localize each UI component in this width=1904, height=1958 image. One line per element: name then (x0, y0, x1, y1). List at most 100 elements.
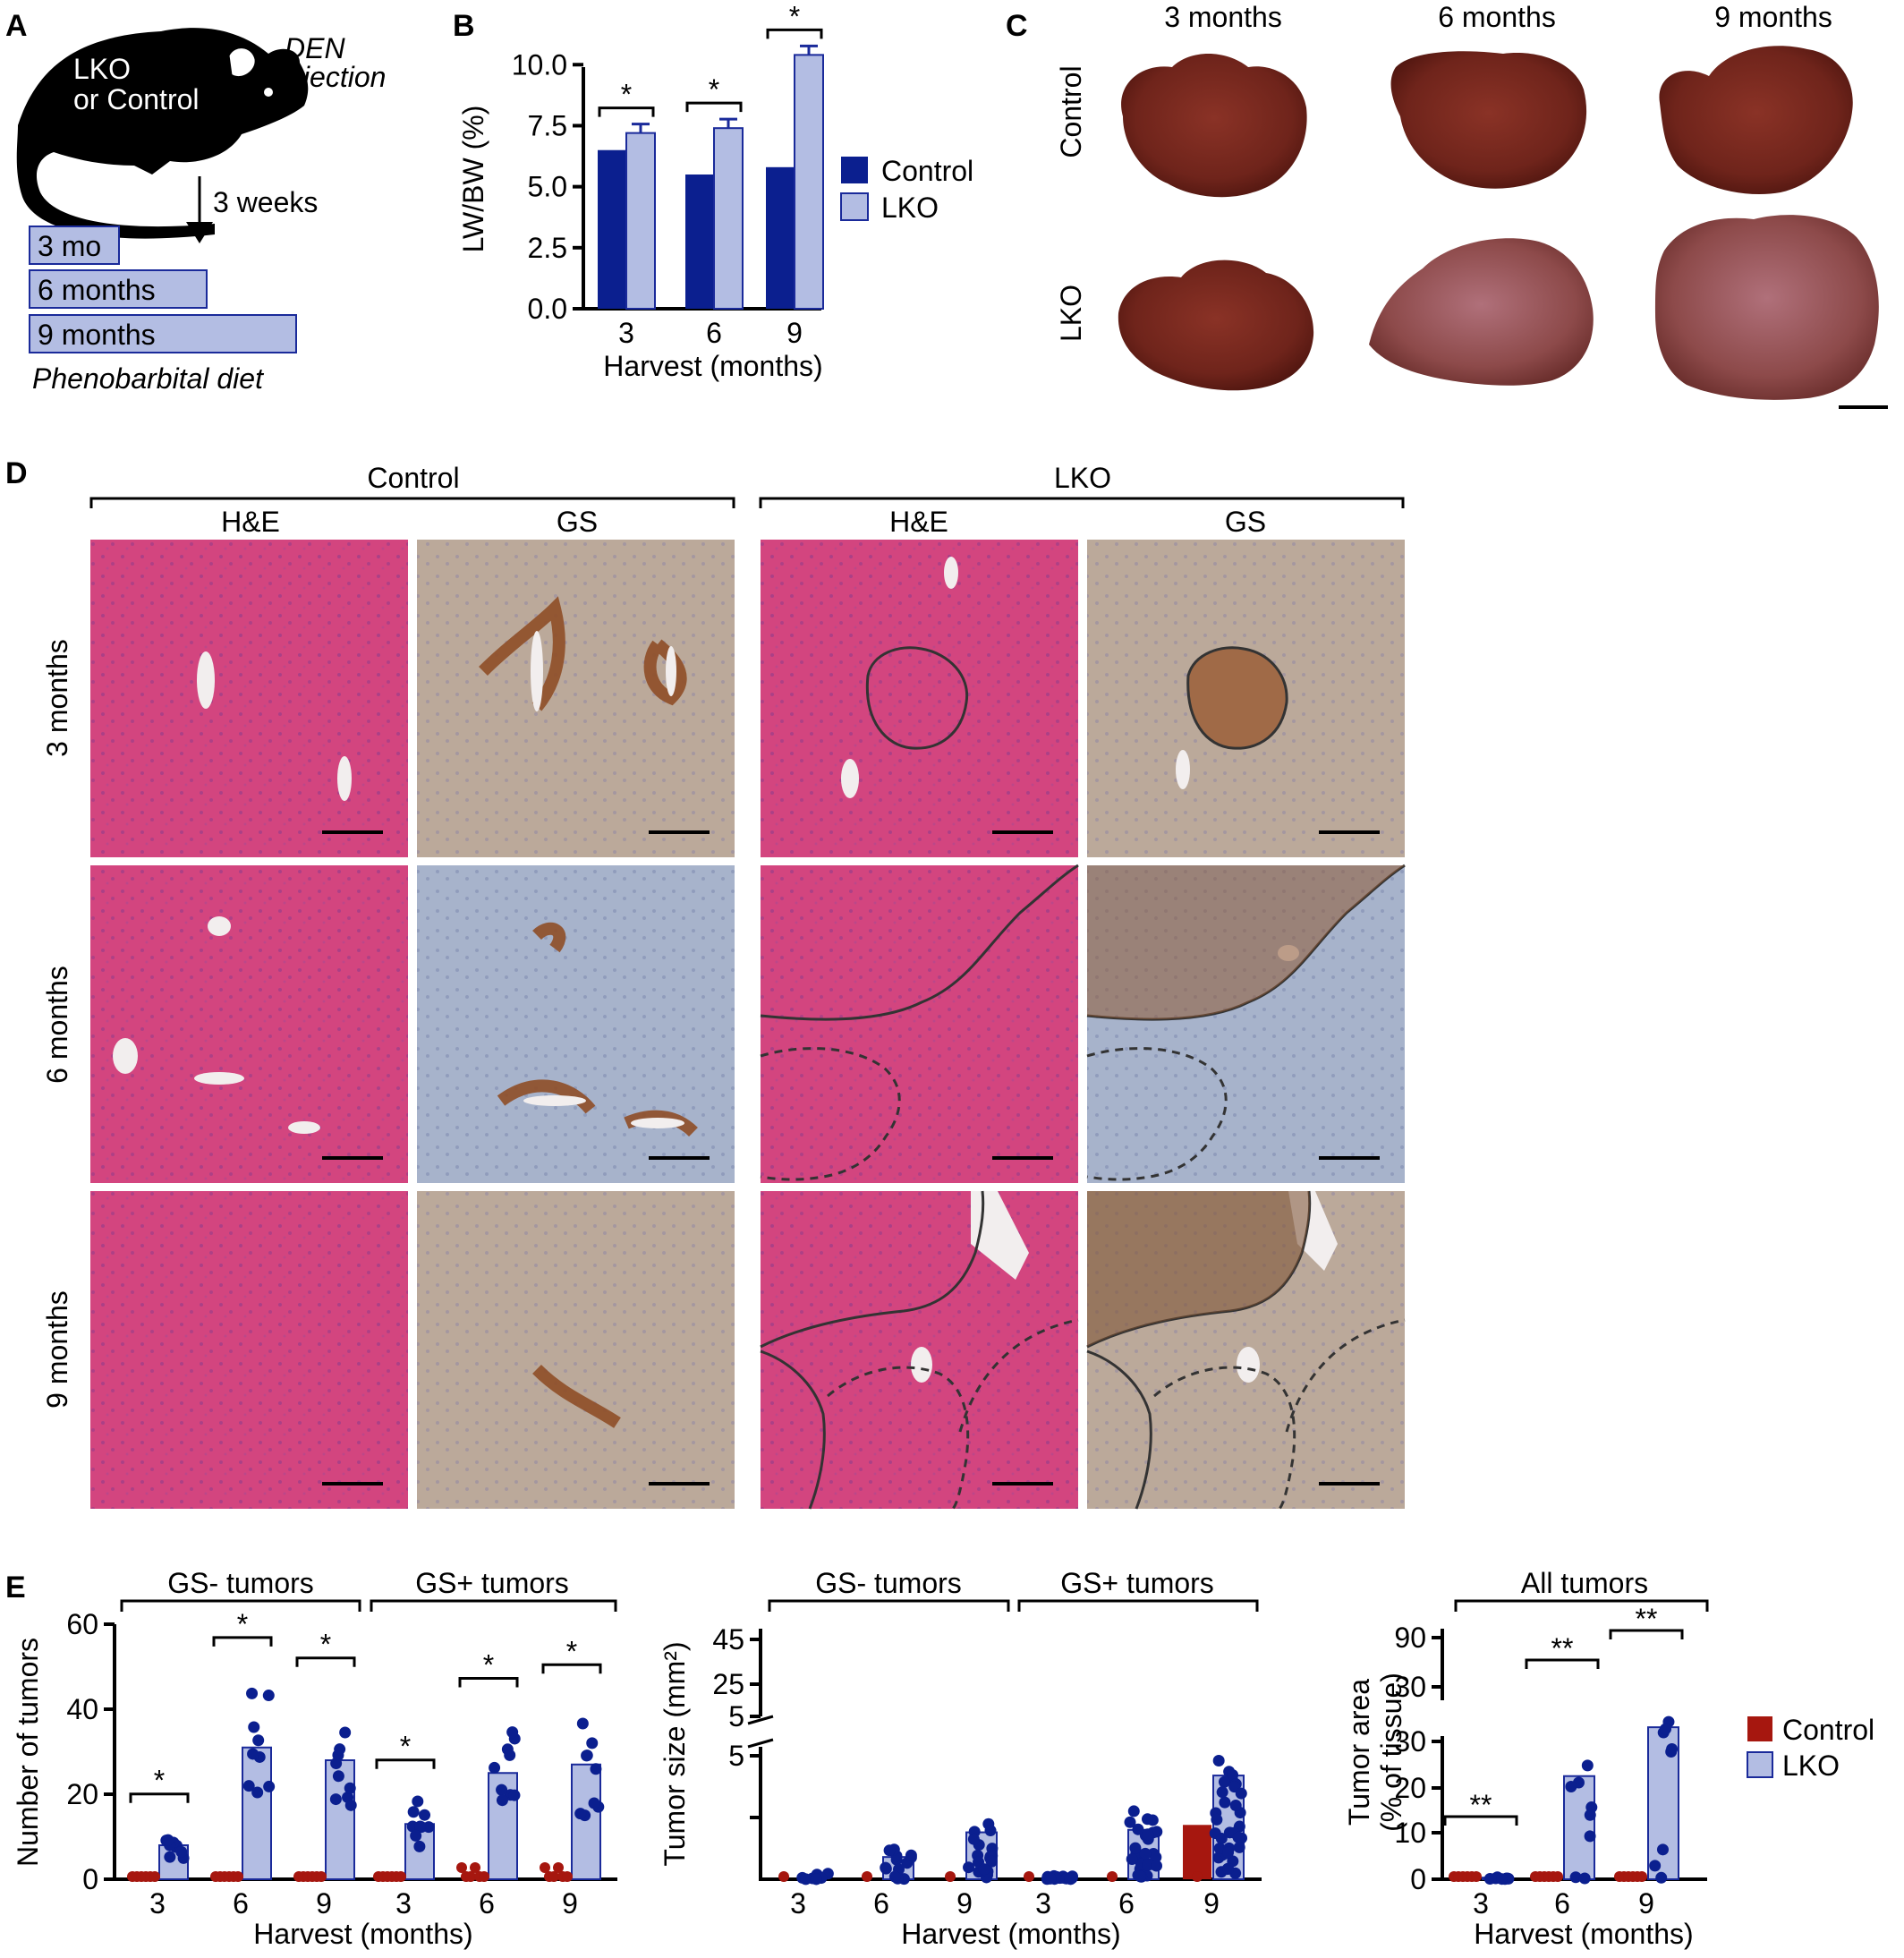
e2-point-control (1107, 1871, 1118, 1882)
e1-group-label-gspos: GS+ tumors (415, 1567, 569, 1599)
e1-y-axis-label: Number of tumors (12, 1638, 44, 1867)
d-group-label-control: Control (367, 462, 459, 494)
e3-point-lko (1581, 1759, 1594, 1772)
e2-point-lko (1229, 1800, 1242, 1812)
e3-sig-bracket (1443, 1815, 1518, 1826)
b-x-tick-label: 3 (618, 317, 634, 349)
timeline-bar-3mo: 3 mo (38, 230, 101, 262)
e1-point-control (470, 1862, 480, 1873)
e1-point-control (316, 1871, 327, 1882)
e1-point-lko (334, 1743, 346, 1756)
e1-point-control (456, 1862, 467, 1873)
e2-x-tick-label: 3 (790, 1887, 806, 1920)
micrograph-control-he-6mo (90, 865, 408, 1183)
e2-point-lko (1150, 1851, 1162, 1863)
e1-point-lko (586, 1737, 599, 1749)
d-row-label-3mo: 3 months (41, 639, 73, 757)
chart-e3: 0 10 20 30 30 90 3 ** 6 ** 9 ** Tumor area (% of tiss… (1343, 1603, 1707, 1950)
e3-point-lko (1655, 1871, 1668, 1884)
e2-point-lko (1044, 1872, 1057, 1885)
e1-sig-star: * (566, 1635, 577, 1667)
mouse-icon (16, 28, 309, 239)
timeline-bar-9mo: 9 months (38, 319, 156, 351)
e2-bar-control (1183, 1825, 1211, 1879)
e3-x-tick-label: 6 (1554, 1887, 1570, 1920)
e2-axis-break (747, 1738, 774, 1749)
e2-point-lko (1124, 1816, 1136, 1828)
e2-point-lko (1233, 1841, 1245, 1853)
e1-point-lko (574, 1808, 587, 1820)
e2-point-control (945, 1871, 956, 1882)
liver-photo-lko-9mo (1655, 215, 1879, 400)
e3-y-tick-label: 30 (1394, 1671, 1426, 1703)
e3-point-lko (1649, 1860, 1662, 1872)
e2-point-lko (1222, 1846, 1235, 1859)
e1-sig-star: * (154, 1765, 165, 1797)
chart-b: 0.0 2.5 5.0 7.5 10.0 3 * 6 * 9 * Harvest (months) LW… (457, 0, 973, 382)
e2-y-tick-label: 5 (728, 1740, 744, 1772)
e1-group-label-gsneg: GS- tumors (167, 1567, 314, 1599)
e3-sig-star: ** (1470, 1789, 1492, 1821)
e2-point-lko (800, 1873, 812, 1886)
e-legend-swatch-control (1747, 1716, 1772, 1741)
mouse-label-line1: LKO (73, 53, 131, 85)
e3-x-tick-label: 9 (1638, 1887, 1654, 1920)
e-legend-label-lko: LKO (1782, 1749, 1840, 1782)
e1-y-tick-label: 20 (66, 1778, 98, 1810)
e-legend: Control LKO (1747, 1714, 1874, 1782)
d-group-label-lko: LKO (1054, 462, 1111, 494)
e2-point-lko (1216, 1786, 1228, 1799)
e3-sig-bracket (1609, 1629, 1684, 1639)
e3-point-lko (1660, 1723, 1672, 1735)
c-row-label-lko: LKO (1055, 285, 1087, 342)
b-bar-control (766, 166, 795, 309)
e2-axis-break (747, 1715, 774, 1725)
e1-point-lko (576, 1717, 589, 1730)
e1-point-lko (496, 1783, 508, 1796)
micrograph-control-gs-9mo (417, 1191, 735, 1509)
e1-point-lko (407, 1806, 420, 1818)
e3-x-tick-label: 3 (1473, 1887, 1489, 1920)
b-bar-lko (794, 54, 824, 310)
e3-group-label-all: All tumors (1521, 1567, 1648, 1599)
e3-x-axis-label: Harvest (months) (1474, 1918, 1693, 1950)
e1-x-tick-label: 3 (395, 1887, 412, 1920)
liver-photo-control-9mo (1659, 46, 1853, 194)
e1-sig-bracket (129, 1792, 190, 1803)
e-legend-label-control: Control (1782, 1714, 1874, 1746)
mouse-label-line2: or Control (73, 83, 200, 115)
e1-x-tick-label: 6 (233, 1887, 249, 1920)
c-col-label-6mo: 6 months (1438, 1, 1556, 33)
e2-point-lko (880, 1861, 892, 1874)
e1-sig-bracket (541, 1663, 602, 1674)
b-sig-bracket (766, 28, 823, 39)
b-x-tick-label: 6 (706, 317, 722, 349)
d-stain-label-he-control: H&E (221, 506, 280, 538)
e1-sig-star: * (483, 1649, 494, 1681)
e1-point-lko (489, 1761, 501, 1774)
e2-point-lko (1151, 1826, 1163, 1838)
e2-point-lko (1212, 1755, 1225, 1767)
e1-point-lko (506, 1726, 519, 1739)
e1-point-control (553, 1862, 564, 1873)
e1-point-control (395, 1871, 406, 1882)
b-y-tick-label: 2.5 (528, 232, 567, 264)
e3-y-tick-label: 90 (1394, 1622, 1426, 1654)
e2-point-lko (1219, 1796, 1231, 1809)
e1-point-lko (329, 1793, 342, 1806)
panel-letter-e: E (5, 1571, 26, 1605)
e1-x-tick-label: 9 (316, 1887, 332, 1920)
e1-point-lko (242, 1780, 255, 1792)
e2-point-lko (1127, 1805, 1140, 1818)
e1-sig-bracket (295, 1656, 356, 1667)
b-sig-star: * (709, 73, 719, 106)
e3-point-lko (1496, 1873, 1509, 1886)
e2-point-lko (1063, 1872, 1075, 1885)
e1-point-lko (412, 1795, 424, 1808)
e1-point-control (548, 1871, 559, 1882)
e2-point-lko (1218, 1775, 1230, 1788)
e1-point-control (479, 1871, 489, 1882)
e3-y-axis-label-line2: (% of tissue) (1375, 1673, 1407, 1832)
b-x-axis-label: Harvest (months) (603, 350, 822, 382)
e1-point-control (540, 1862, 550, 1873)
